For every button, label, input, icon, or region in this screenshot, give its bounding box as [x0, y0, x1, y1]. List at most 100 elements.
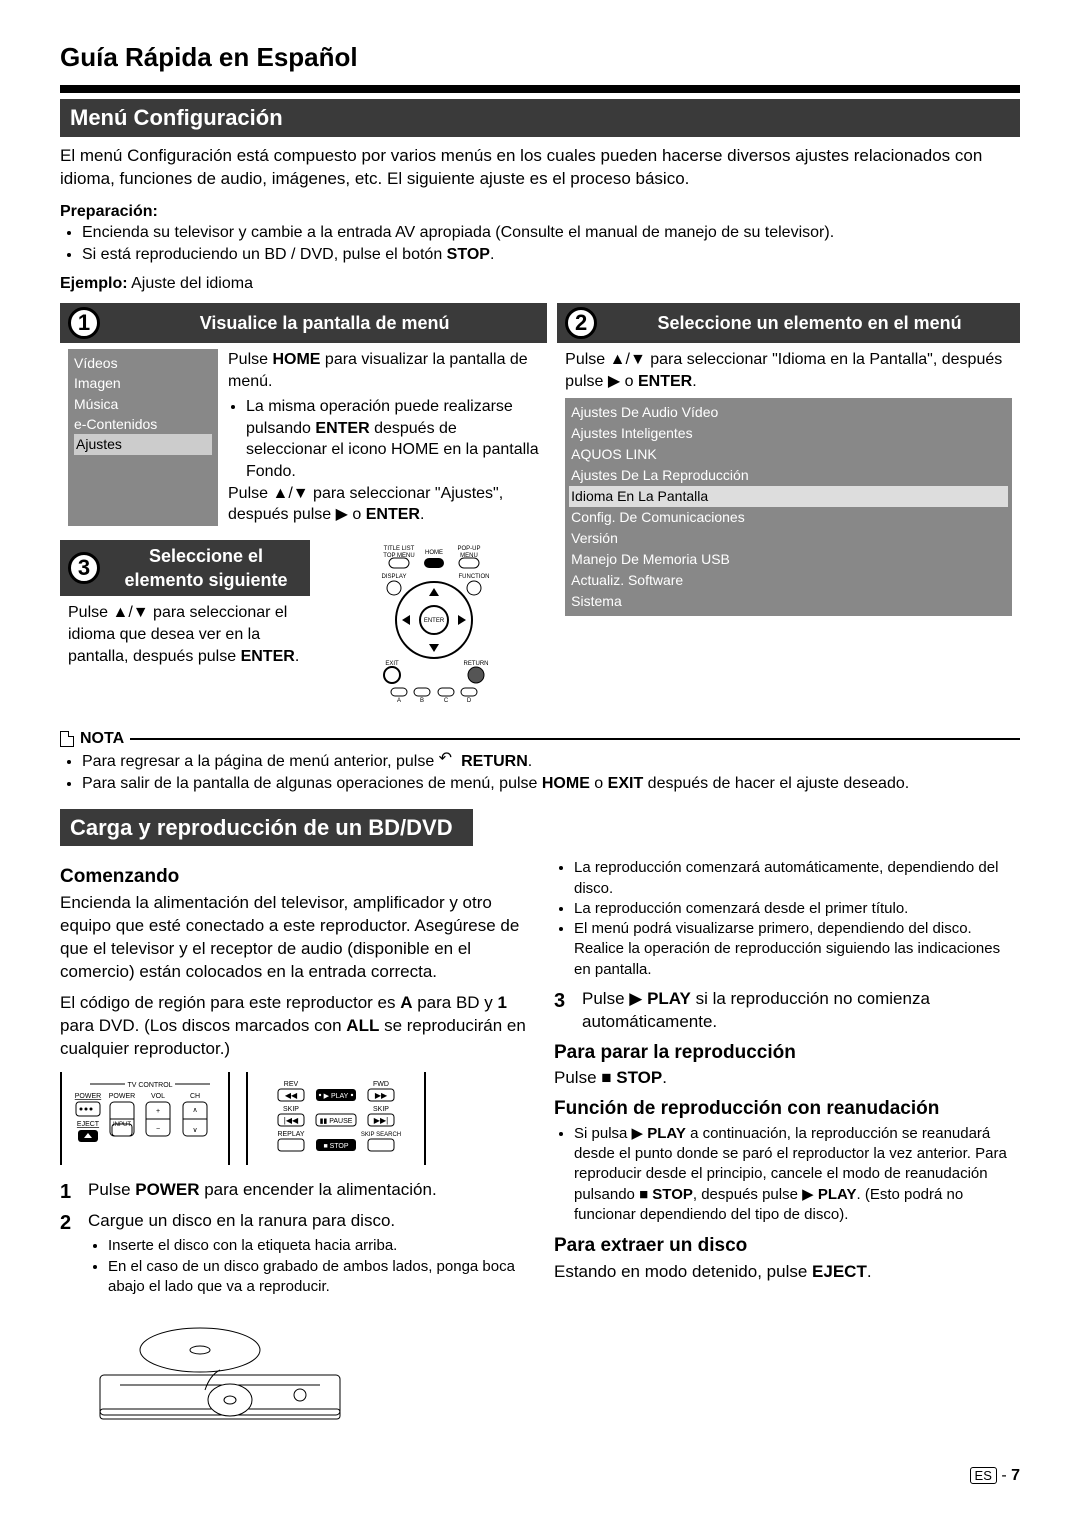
- svg-text:SKIP: SKIP: [373, 1106, 389, 1113]
- settings-item: Ajustes De La Reproducción: [571, 465, 1006, 486]
- remote-label-display: DISPLAY: [381, 574, 406, 580]
- svg-text:▶▶|: ▶▶|: [374, 1116, 388, 1125]
- bullet-item: La reproducción comenzará automáticament…: [574, 858, 1020, 899]
- svg-text:∨: ∨: [192, 1127, 197, 1134]
- menu-item: Música: [74, 394, 212, 414]
- svg-text:INPUT: INPUT: [113, 1122, 131, 1128]
- step1-title: Visualice la pantalla de menú: [110, 311, 539, 335]
- left-column: 1 Visualice la pantalla de menú Vídeos I…: [60, 303, 547, 710]
- svg-text:∧: ∧: [192, 1107, 197, 1114]
- example-text: Ajuste del idioma: [128, 275, 253, 292]
- stop-heading: Para parar la reproducción: [554, 1040, 1020, 1066]
- menu-item: Imagen: [74, 373, 212, 393]
- step1-body: Vídeos Imagen Música e-Contenidos Ajuste…: [60, 343, 547, 532]
- svg-text:REV: REV: [284, 1081, 299, 1088]
- page-title: Guía Rápida en Español: [60, 40, 1020, 75]
- remote-label-function: FUNCTION: [458, 574, 489, 580]
- playback-right-col: La reproducción comenzará automáticament…: [554, 858, 1020, 1435]
- example-label: Ejemplo:: [60, 275, 128, 292]
- return-icon: [439, 752, 457, 766]
- resume-heading: Función de reproducción con reanudación: [554, 1096, 1020, 1122]
- sub-bullet: Inserte el disco con la etiqueta hacia a…: [108, 1236, 526, 1256]
- svg-text:|◀◀: |◀◀: [284, 1116, 299, 1125]
- remote-label-home: HOME: [425, 550, 443, 556]
- step1-number: 1: [68, 307, 100, 339]
- remote-label-enter: ENTER: [423, 618, 444, 624]
- step-text: Pulse PLAY si la reproducción no comienz…: [582, 988, 1020, 1034]
- settings-item: AQUOS LINK: [571, 444, 1006, 465]
- eject-heading: Para extraer un disco: [554, 1233, 1020, 1259]
- step1-bullet: La misma operación puede realizarse puls…: [246, 396, 539, 482]
- note-icon: [60, 731, 74, 747]
- comenzando-p1: Encienda la alimentación del televisor, …: [60, 892, 526, 984]
- svg-text:SKIP SEARCH: SKIP SEARCH: [361, 1132, 401, 1138]
- nota-rule: [130, 738, 1020, 740]
- svg-text:REPLAY: REPLAY: [277, 1131, 304, 1138]
- settings-item: Ajustes De Audio Vídeo: [571, 402, 1006, 423]
- step1-line1: Pulse HOME para visualizar la pantalla d…: [228, 349, 539, 392]
- step3-col: 3 Seleccione el elemento siguiente Pulse…: [60, 540, 310, 710]
- sub-bullet: En el caso de un disco grabado de ambos …: [108, 1257, 526, 1298]
- step2-header: 2 Seleccione un elemento en el menú: [557, 303, 1020, 343]
- settings-item: Sistema: [571, 591, 1006, 612]
- settings-item: Manejo De Memoria USB: [571, 549, 1006, 570]
- svg-text:▶▶: ▶▶: [375, 1091, 388, 1100]
- svg-text:+: +: [156, 1108, 160, 1115]
- section-config-header: Menú Configuración: [60, 99, 1020, 137]
- svg-text:SKIP: SKIP: [283, 1106, 299, 1113]
- step1-line2: Pulse / para seleccionar "Ajustes", desp…: [228, 483, 539, 526]
- nota-item: Para salir de la pantalla de algunas ope…: [82, 773, 1020, 795]
- svg-text:A: A: [397, 698, 401, 704]
- remote-label-top-menu: TITLE LIST: [383, 546, 414, 552]
- comenzando-p2: El código de región para este reproducto…: [60, 992, 526, 1061]
- step-number: 1: [60, 1179, 78, 1206]
- list-item: 1 Pulse POWER para encender la alimentac…: [60, 1179, 526, 1206]
- step-number: 3: [554, 988, 572, 1034]
- prep-item: Si está reproduciendo un BD / DVD, pulse…: [82, 244, 1020, 266]
- list-item: 3 Pulse PLAY si la reproducción no comie…: [554, 988, 1020, 1034]
- step2-body: Pulse / para seleccionar "Idioma en la P…: [557, 343, 1020, 622]
- resume-bullet: Si pulsa PLAY a continuación, la reprodu…: [574, 1124, 1020, 1225]
- bullet-item: El menú podrá visualizarse primero, depe…: [574, 919, 1020, 980]
- svg-text:▶ PLAY: ▶ PLAY: [324, 1093, 349, 1100]
- comenzando-h: Comenzando: [60, 864, 526, 890]
- play-control-diagram: REV FWD ◀◀ ▶ PLAY ▶▶ SKIP SKIP |◀◀ ▮▮ PAUS…: [246, 1072, 426, 1165]
- settings-item: Config. De Comunicaciones: [571, 507, 1006, 528]
- step3-number: 3: [68, 552, 100, 584]
- remote-label-return: RETURN: [463, 661, 488, 667]
- nota-label: NOTA: [80, 728, 124, 750]
- nota-item: Para regresar a la página de menú anteri…: [82, 751, 1020, 773]
- playback-left-col: Comenzando Encienda la alimentación del …: [60, 858, 526, 1435]
- svg-text:B: B: [420, 698, 424, 704]
- svg-text:EJECT: EJECT: [77, 1121, 100, 1128]
- left-steps: 1 Pulse POWER para encender la alimentac…: [60, 1179, 526, 1297]
- right-column: 2 Seleccione un elemento en el menú Puls…: [557, 303, 1020, 710]
- step-text: Pulse POWER para encender la alimentació…: [88, 1179, 437, 1206]
- page-footer: ES - 7: [60, 1465, 1020, 1487]
- settings-item: Idioma En La Pantalla: [569, 486, 1008, 507]
- nota-header: NOTA: [60, 728, 1020, 750]
- remote-diagrams-row: TV CONTROL POWER POWER VOL CH +−: [60, 1072, 526, 1165]
- svg-text:▮▮ PAUSE: ▮▮ PAUSE: [320, 1118, 353, 1125]
- svg-text:TV CONTROL: TV CONTROL: [127, 1082, 172, 1089]
- svg-text:POWER: POWER: [75, 1093, 101, 1100]
- svg-text:FWD: FWD: [373, 1081, 389, 1088]
- footer-lang: ES: [970, 1467, 997, 1484]
- prep-list: Encienda su televisor y cambie a la entr…: [60, 222, 1020, 265]
- settings-menu-list: Ajustes De Audio VídeoAjustes Inteligent…: [565, 398, 1012, 616]
- step3-header: 3 Seleccione el elemento siguiente: [60, 540, 310, 597]
- step3-title: Seleccione el elemento siguiente: [110, 544, 302, 593]
- rule-top: [60, 85, 1020, 93]
- section-playback-header: Carga y reproducción de un BD/DVD: [60, 809, 473, 847]
- remote-label-popup: POP-UP: [457, 546, 480, 552]
- svg-text:■ STOP: ■ STOP: [323, 1143, 348, 1150]
- step-number: 2: [60, 1210, 78, 1297]
- svg-text:−: −: [156, 1126, 160, 1133]
- disc-insert-diagram: [90, 1305, 350, 1435]
- list-item: 2 Cargue un disco en la ranura para disc…: [60, 1210, 526, 1297]
- svg-text:VOL: VOL: [151, 1093, 165, 1100]
- step1-text: Pulse HOME para visualizar la pantalla d…: [228, 349, 539, 526]
- prep-label: Preparación:: [60, 201, 1020, 223]
- svg-text:◀◀: ◀◀: [285, 1091, 298, 1100]
- home-menu-list: Vídeos Imagen Música e-Contenidos Ajuste…: [68, 349, 218, 526]
